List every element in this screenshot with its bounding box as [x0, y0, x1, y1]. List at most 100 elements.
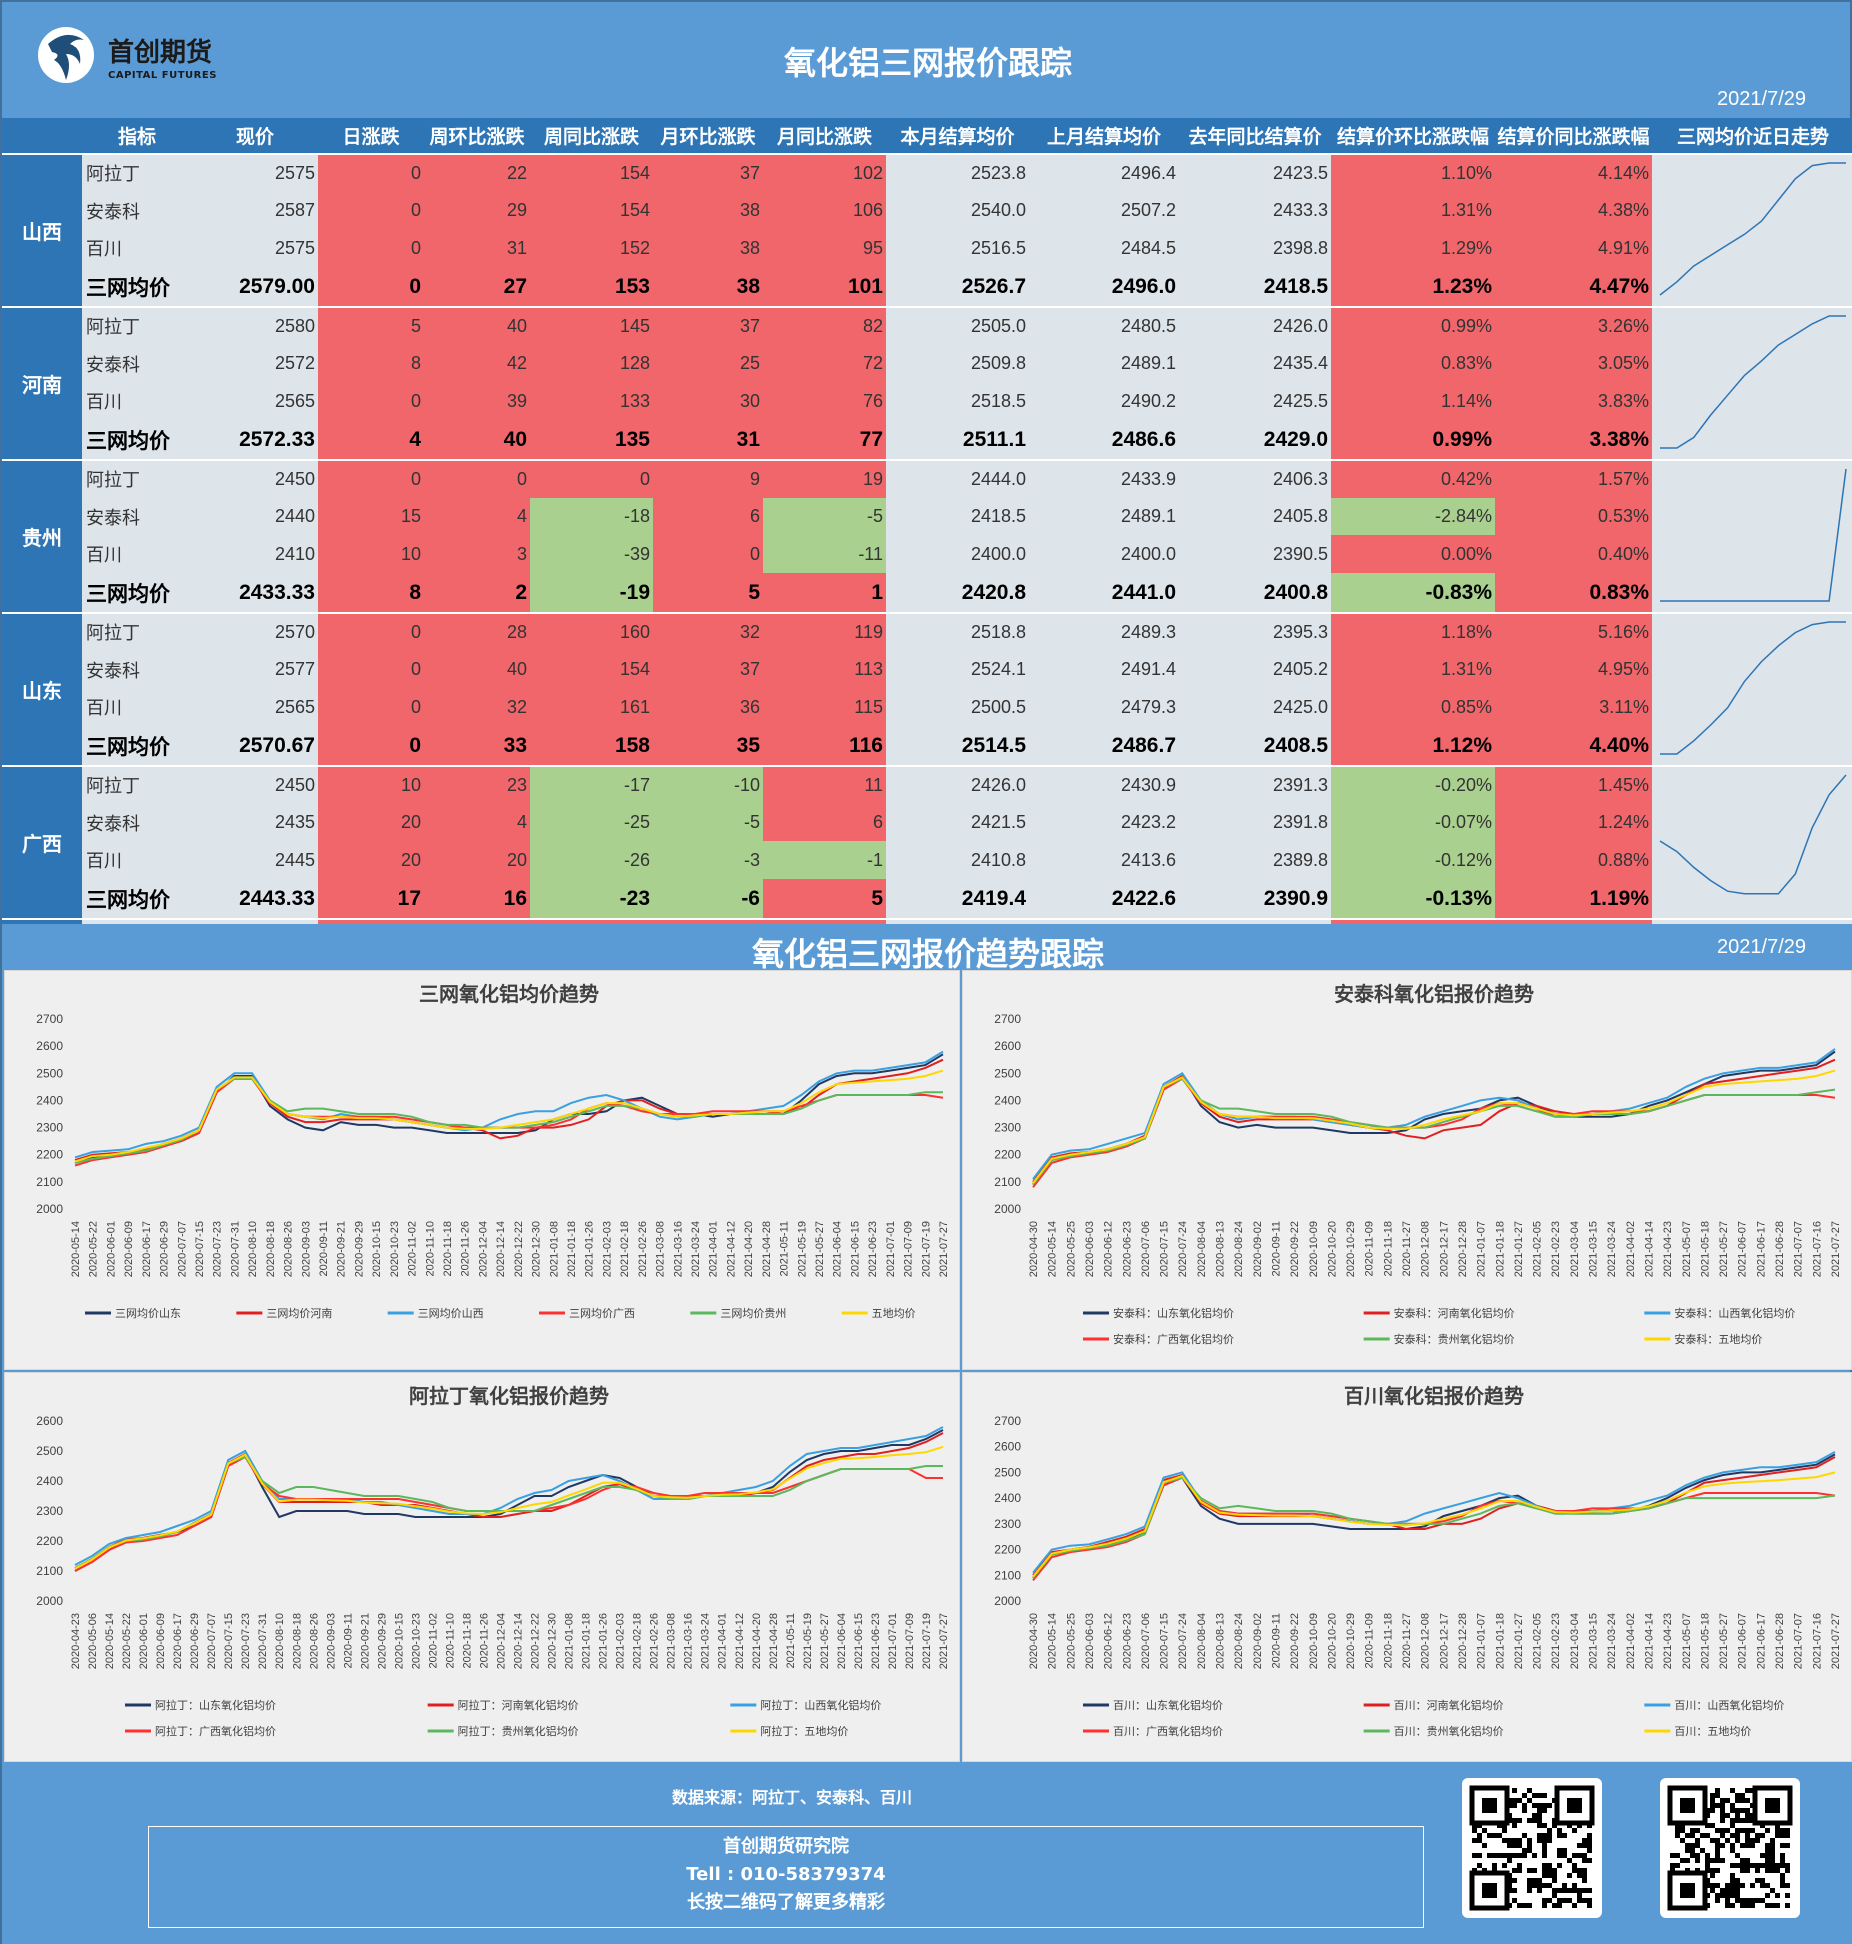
qr-module	[1740, 1843, 1745, 1848]
x-tick-label: 2020-11-27	[1401, 1221, 1413, 1276]
x-tick-label: 2020-10-09	[1308, 1613, 1320, 1669]
qr-module	[1572, 1868, 1577, 1873]
x-tick-label: 2021-05-19	[802, 1613, 814, 1669]
qr-module	[1720, 1833, 1725, 1838]
x-tick-label: 2020-11-02	[427, 1613, 439, 1668]
qr-module	[1765, 1903, 1770, 1908]
x-tick-label: 2021-03-24	[690, 1221, 702, 1277]
qr-module	[1562, 1888, 1567, 1893]
value-cell: 2579.00	[192, 267, 318, 307]
value-cell: 2500.5	[886, 688, 1029, 727]
value-cell: 2489.1	[1029, 497, 1179, 536]
value-cell: 4.40%	[1495, 726, 1652, 766]
qr-module	[1785, 1833, 1790, 1838]
qr-code-icon[interactable]	[1462, 1778, 1602, 1918]
value-cell: -0.12%	[1331, 841, 1495, 880]
series-line	[74, 1077, 944, 1167]
value-cell: 2425.0	[1179, 688, 1331, 727]
x-tick-label: 2020-06-03	[1084, 1221, 1096, 1277]
x-tick-label: 2020-11-18	[461, 1613, 473, 1668]
x-tick-label: 2021-01-18	[1494, 1221, 1506, 1277]
value-cell: 2444.0	[886, 459, 1029, 498]
qr-module	[1765, 1893, 1770, 1898]
qr-module	[1735, 1798, 1740, 1803]
qr-module	[1730, 1873, 1735, 1878]
value-cell: 2435	[192, 803, 318, 842]
value-cell: 2413.6	[1029, 841, 1179, 880]
qr-module	[1587, 1838, 1592, 1843]
qr-module	[1770, 1868, 1775, 1873]
x-tick-label: 2020-06-29	[189, 1613, 201, 1669]
value-cell: 20	[424, 841, 530, 880]
qr-module	[1537, 1808, 1542, 1813]
chart-baichuan: 百川氧化铝报价趋势 2000 2100 2200 2300 2400 2500 2600 270…	[962, 1372, 1852, 1762]
qr-module	[1562, 1833, 1567, 1838]
qr-module	[1730, 1843, 1735, 1848]
value-cell: 40	[424, 306, 530, 345]
col-header: 去年同比结算价	[1179, 118, 1331, 154]
value-cell: 2450	[192, 765, 318, 804]
col-header: 现价	[192, 118, 318, 154]
value-cell: 0.88%	[1495, 841, 1652, 880]
col-header: 本月结算均价	[886, 118, 1029, 154]
value-cell: 38	[653, 191, 763, 230]
value-cell: 115	[763, 688, 886, 727]
value-cell: 0	[318, 726, 424, 766]
qr-module	[1785, 1883, 1790, 1888]
value-cell: 1.31%	[1331, 191, 1495, 230]
x-tick-label: 2020-11-26	[478, 1613, 490, 1668]
qr-module	[1532, 1818, 1537, 1823]
x-tick-label: 2020-10-23	[389, 1221, 401, 1277]
value-cell: 0	[318, 153, 424, 192]
value-cell: 135	[530, 420, 653, 460]
value-cell: 2440	[192, 497, 318, 536]
company-logo: 首创期货 CAPITAL FUTURES	[36, 24, 226, 94]
qr-module	[1750, 1903, 1755, 1908]
qr-module	[1675, 1853, 1680, 1858]
x-tick-label: 2020-10-29	[1345, 1221, 1357, 1277]
value-cell: -0.20%	[1331, 765, 1495, 804]
x-tick-label: 2020-09-03	[325, 1613, 337, 1669]
province-label: 广西	[2, 765, 82, 919]
telephone: Tell : 010-58379374	[686, 1864, 886, 1885]
source-name: 安泰科	[82, 650, 192, 689]
x-tick-label: 2021-01-18	[1494, 1613, 1506, 1669]
qr-module	[1760, 1863, 1765, 1868]
qr-module	[1557, 1853, 1562, 1858]
value-cell: 1.19%	[1495, 879, 1652, 919]
x-tick-label: 2021-04-02	[1625, 1221, 1637, 1277]
qr-module	[1735, 1828, 1740, 1833]
x-tick-label: 2020-10-20	[1326, 1221, 1338, 1277]
value-cell: 3.83%	[1495, 382, 1652, 421]
qr-module	[1755, 1833, 1760, 1838]
x-tick-label: 2020-07-24	[1177, 1613, 1189, 1669]
line-chart: 安泰科氧化铝报价趋势 2000 2100 2200 2300 2400 2500 2600 27…	[994, 982, 1842, 1346]
x-tick-label: 2021-03-24	[1606, 1221, 1618, 1277]
qr-module	[1532, 1878, 1537, 1883]
qr-module	[1730, 1823, 1735, 1828]
x-tick-label: 2020-06-09	[123, 1221, 135, 1277]
value-cell: 0	[653, 535, 763, 574]
x-tick-label: 2020-09-02	[1252, 1613, 1264, 1669]
qr-module	[1567, 1888, 1572, 1893]
qr-module	[1517, 1798, 1522, 1803]
source-name: 安泰科	[82, 191, 192, 230]
qr-module	[1775, 1833, 1780, 1838]
value-cell: 0	[318, 267, 424, 307]
qr-module	[1577, 1843, 1582, 1848]
value-cell: 37	[653, 306, 763, 345]
org-name: 首创期货研究院	[723, 1836, 849, 1857]
qr-module	[1725, 1813, 1730, 1818]
value-cell: 2426.0	[886, 765, 1029, 804]
x-tick-label: 2020-12-14	[495, 1221, 507, 1277]
x-tick-label: 2020-09-11	[1270, 1221, 1282, 1276]
col-header: 日涨跌	[318, 118, 424, 154]
qr-module	[1705, 1863, 1710, 1868]
y-tick-label: 2200	[36, 1148, 63, 1162]
x-tick-label: 2021-07-01	[885, 1221, 897, 1277]
qr-code-icon[interactable]	[1660, 1778, 1800, 1918]
qr-module	[1785, 1828, 1790, 1833]
x-tick-label: 2021-04-20	[743, 1221, 755, 1277]
chart-title: 安泰科氧化铝报价趋势	[1334, 982, 1534, 1006]
qr-module	[1750, 1843, 1755, 1848]
